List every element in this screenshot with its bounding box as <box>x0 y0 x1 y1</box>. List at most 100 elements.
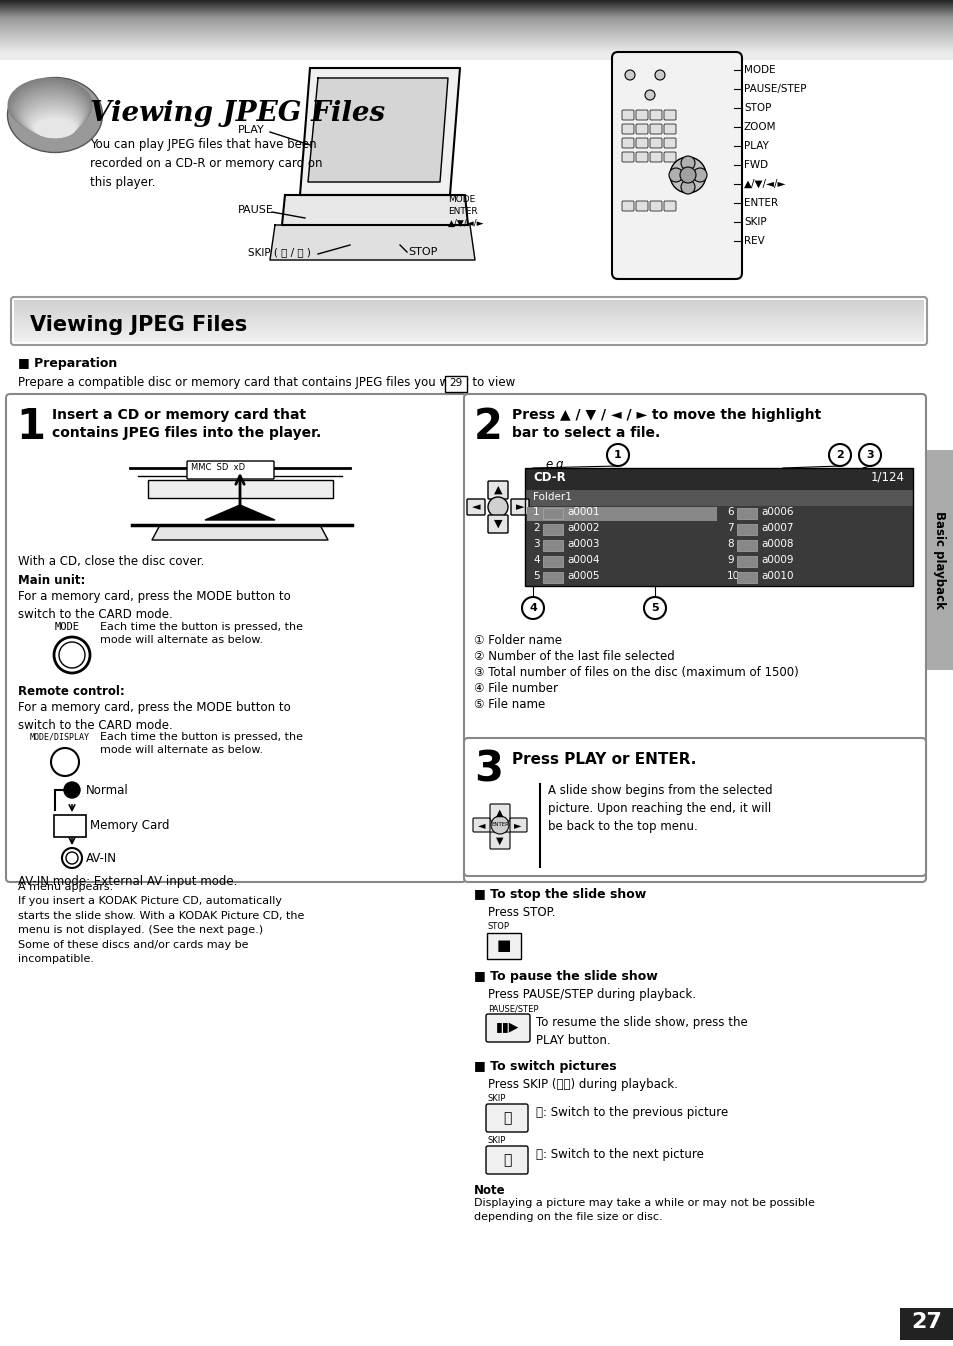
Bar <box>524 468 912 586</box>
FancyBboxPatch shape <box>621 124 634 135</box>
Text: ZOOM: ZOOM <box>743 122 776 132</box>
FancyBboxPatch shape <box>636 201 647 211</box>
Text: ■ Preparation: ■ Preparation <box>18 357 117 370</box>
Circle shape <box>643 598 665 619</box>
Text: MODE: MODE <box>743 65 775 75</box>
Text: 2: 2 <box>835 450 843 460</box>
Ellipse shape <box>9 79 91 133</box>
Ellipse shape <box>15 89 88 135</box>
Text: 10: 10 <box>726 571 740 581</box>
Ellipse shape <box>10 81 91 133</box>
FancyBboxPatch shape <box>444 376 467 392</box>
Text: a0005: a0005 <box>566 571 598 581</box>
Ellipse shape <box>16 90 88 135</box>
Text: PAUSE: PAUSE <box>237 205 274 215</box>
Ellipse shape <box>28 108 80 137</box>
Text: a0008: a0008 <box>760 538 793 549</box>
Text: Viewing JPEG Files: Viewing JPEG Files <box>90 100 385 127</box>
FancyBboxPatch shape <box>649 201 661 211</box>
Text: 1: 1 <box>533 507 539 517</box>
Circle shape <box>669 157 705 192</box>
Circle shape <box>858 444 880 466</box>
FancyBboxPatch shape <box>663 124 676 135</box>
Text: ◄: ◄ <box>471 502 479 511</box>
Text: A slide show begins from the selected
picture. Upon reaching the end, it will
be: A slide show begins from the selected pi… <box>547 783 772 833</box>
Text: ⏭: Switch to the next picture: ⏭: Switch to the next picture <box>536 1148 703 1162</box>
FancyBboxPatch shape <box>621 139 634 148</box>
Circle shape <box>679 167 696 183</box>
FancyBboxPatch shape <box>737 572 757 583</box>
Text: Basic playback: Basic playback <box>933 511 945 608</box>
FancyBboxPatch shape <box>636 124 647 135</box>
Text: 29: 29 <box>449 378 462 388</box>
FancyBboxPatch shape <box>511 499 529 516</box>
Circle shape <box>692 168 706 182</box>
Text: SKIP: SKIP <box>488 1136 506 1145</box>
Ellipse shape <box>13 86 89 133</box>
Text: ENTER: ENTER <box>491 822 508 828</box>
Ellipse shape <box>30 112 78 137</box>
Text: Press SKIP (⏮⏭) during playback.: Press SKIP (⏮⏭) during playback. <box>488 1078 678 1092</box>
Text: 7: 7 <box>726 524 733 533</box>
FancyBboxPatch shape <box>488 481 507 499</box>
Ellipse shape <box>24 102 82 136</box>
Text: ■: ■ <box>497 938 511 953</box>
Ellipse shape <box>17 92 87 135</box>
FancyBboxPatch shape <box>187 460 274 479</box>
Circle shape <box>606 444 628 466</box>
Text: PLAY: PLAY <box>237 125 265 135</box>
Ellipse shape <box>14 87 89 133</box>
FancyBboxPatch shape <box>737 507 757 520</box>
FancyBboxPatch shape <box>54 814 86 837</box>
Ellipse shape <box>11 83 91 133</box>
Ellipse shape <box>32 116 77 137</box>
FancyBboxPatch shape <box>485 1104 527 1132</box>
Circle shape <box>62 848 82 868</box>
Text: MODE: MODE <box>55 622 80 633</box>
Text: 6: 6 <box>726 507 733 517</box>
Text: MODE: MODE <box>448 195 475 205</box>
Text: ③ Total number of files on the disc (maximum of 1500): ③ Total number of files on the disc (max… <box>474 666 798 678</box>
Circle shape <box>51 748 79 777</box>
Ellipse shape <box>17 93 86 135</box>
Text: PAUSE/STEP: PAUSE/STEP <box>743 83 805 94</box>
Text: ⏮: Switch to the previous picture: ⏮: Switch to the previous picture <box>536 1106 727 1119</box>
Text: ⏮: ⏮ <box>502 1110 511 1125</box>
Text: ■ To pause the slide show: ■ To pause the slide show <box>474 970 657 983</box>
Text: 27: 27 <box>911 1312 942 1333</box>
FancyBboxPatch shape <box>663 152 676 162</box>
FancyBboxPatch shape <box>6 394 465 882</box>
Text: REV: REV <box>743 236 764 246</box>
Text: Press PLAY or ENTER.: Press PLAY or ENTER. <box>512 752 696 767</box>
Text: With a CD, close the disc cover.: With a CD, close the disc cover. <box>18 555 204 568</box>
Text: CD-R: CD-R <box>533 471 565 485</box>
Ellipse shape <box>22 100 83 136</box>
Text: 3: 3 <box>865 450 873 460</box>
Text: a0009: a0009 <box>760 555 793 565</box>
Text: a0002: a0002 <box>566 524 598 533</box>
FancyBboxPatch shape <box>490 832 510 849</box>
Circle shape <box>655 70 664 79</box>
Text: To resume the slide show, press the
PLAY button.: To resume the slide show, press the PLAY… <box>536 1016 747 1047</box>
Ellipse shape <box>19 96 85 135</box>
Text: a0007: a0007 <box>760 524 793 533</box>
Text: AV-IN mode: External AV input mode.: AV-IN mode: External AV input mode. <box>18 875 237 888</box>
Text: PLAY: PLAY <box>743 141 768 151</box>
Circle shape <box>491 816 509 835</box>
FancyBboxPatch shape <box>663 110 676 120</box>
Polygon shape <box>282 195 468 225</box>
Text: Press STOP.: Press STOP. <box>488 906 555 919</box>
Bar <box>526 507 717 521</box>
Text: For a memory card, press the MODE button to
switch to the CARD mode.: For a memory card, press the MODE button… <box>18 701 291 732</box>
Text: Main unit:: Main unit: <box>18 573 85 587</box>
Text: For a memory card, press the MODE button to
switch to the CARD mode.: For a memory card, press the MODE button… <box>18 590 291 621</box>
Ellipse shape <box>27 106 80 137</box>
Text: ④ File number: ④ File number <box>474 682 558 695</box>
Polygon shape <box>270 225 475 260</box>
Text: 5: 5 <box>651 603 659 612</box>
Text: 1: 1 <box>614 450 621 460</box>
Ellipse shape <box>25 104 81 136</box>
Text: a0010: a0010 <box>760 571 793 581</box>
FancyBboxPatch shape <box>490 804 510 821</box>
FancyBboxPatch shape <box>473 818 490 832</box>
